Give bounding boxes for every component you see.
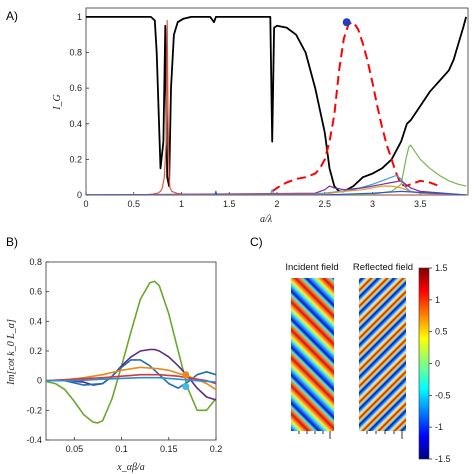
xtick-label: 0 — [83, 199, 88, 209]
ytick-label: 1 — [77, 12, 82, 22]
xtick-label: 0.15 — [160, 444, 178, 454]
ytick-label: 0.6 — [29, 287, 42, 297]
ytick-label: 0.8 — [29, 257, 42, 267]
panel-label-b: B) — [6, 235, 18, 249]
colorbar-ticks: 1.5 1 0.5 0 -0.5 -1 -1.5 — [429, 263, 451, 464]
reflected-field-map — [359, 278, 406, 431]
colorbar-tick-label: 0.5 — [435, 327, 448, 337]
panel-label-a: A) — [6, 9, 18, 23]
series-line-0 — [86, 15, 467, 193]
colorbar-tick-label: 0 — [435, 359, 440, 369]
incident-field-map — [291, 278, 334, 431]
xtick-label: 3 — [370, 199, 375, 209]
xtick-label: 2.5 — [318, 199, 331, 209]
ytick-label: 0.2 — [29, 346, 42, 356]
series-line-7 — [86, 190, 467, 195]
colorbar-tick-label: -1.5 — [435, 454, 451, 464]
ytick-label: 0.2 — [69, 154, 82, 164]
ytick-label: 0.6 — [69, 83, 82, 93]
ytick-label: 0.4 — [29, 316, 42, 326]
panel-a-series — [86, 15, 468, 195]
series-line-2 — [46, 359, 216, 389]
ytick-label: 0 — [77, 190, 82, 200]
panel-label-c: C) — [250, 235, 263, 249]
panel-b-xlabel: x_αβ/a — [116, 462, 144, 473]
series-line-5 — [86, 180, 467, 195]
ytick-label: 0.8 — [69, 48, 82, 58]
panel-a-frame — [85, 7, 469, 196]
colorbar-tick-label: -0.5 — [435, 390, 451, 400]
ytick-label: 0.4 — [69, 119, 82, 129]
xtick-label: 0.1 — [115, 444, 128, 454]
panel-a-xlabel: a/λ — [260, 214, 273, 225]
series-line-4 — [86, 174, 467, 195]
xtick-label: 2 — [274, 199, 279, 209]
ytick-label: -0.2 — [26, 405, 42, 415]
xtick-label: 0.05 — [66, 444, 84, 454]
xtick-label: 1.5 — [223, 199, 236, 209]
panel-b-series — [46, 280, 216, 424]
panel-a-max-marker — [342, 18, 351, 27]
reflected-field-title: Reflected field — [353, 262, 413, 273]
colorbar-tick-label: 1.5 — [435, 263, 448, 273]
panel-b-ylabel: Im[cot k_0 L_α] — [6, 319, 17, 386]
xtick-label: 1 — [179, 199, 184, 209]
panel-b-ticks: 0.05 0.1 0.15 0.2 -0.4 -0.2 0 0.2 0.4 0.6 0.8 — [26, 257, 222, 454]
series-line-1 — [271, 21, 440, 193]
colorbar-tick-label: -1 — [435, 422, 443, 432]
colorbar — [418, 267, 430, 460]
xtick-label: 0.2 — [210, 444, 223, 454]
panel-b-marker-0 — [182, 371, 190, 379]
series-line-5 — [46, 376, 216, 383]
colorbar-tick-label: 1 — [435, 295, 440, 305]
panel-b-frame — [45, 261, 217, 441]
panel-a-ticks: 0 0.5 1 1.5 2 2.5 3 3.5 0 0.2 0.4 0.6 0.8 1 — [69, 12, 426, 209]
series-line-2 — [86, 19, 468, 195]
panel-a-ylabel: I_G — [52, 94, 63, 111]
series-line-4 — [46, 373, 216, 385]
field-map-ticks — [298, 431, 403, 439]
panel-b-markers — [182, 371, 190, 391]
ytick-label: -0.4 — [26, 435, 42, 445]
incident-field-title: Incident field — [285, 262, 338, 273]
panel-b-marker-1 — [182, 383, 190, 391]
xtick-label: 3.5 — [414, 199, 427, 209]
xtick-label: 0.5 — [127, 199, 140, 209]
ytick-label: 0 — [37, 376, 42, 386]
series-line-0 — [46, 280, 216, 424]
